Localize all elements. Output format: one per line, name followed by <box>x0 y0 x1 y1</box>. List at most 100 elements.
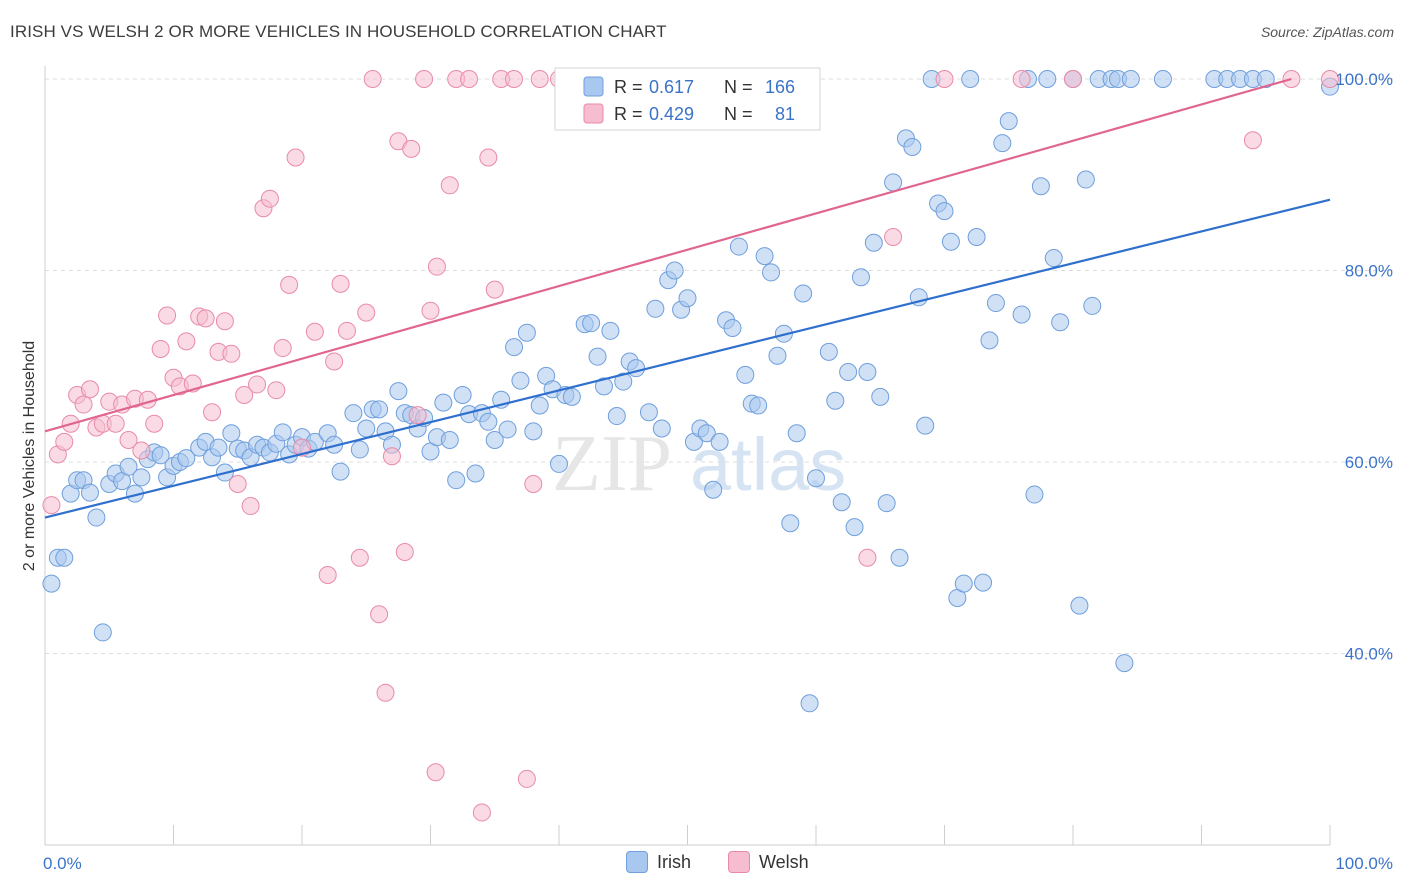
welsh-point <box>280 275 299 294</box>
irish-point <box>505 338 524 357</box>
irish-point <box>344 404 363 423</box>
welsh-point <box>884 227 903 246</box>
welsh-point <box>370 605 389 624</box>
irish-point <box>967 227 986 246</box>
welsh-point <box>376 683 395 702</box>
irish-point <box>594 377 613 396</box>
welsh-point <box>331 274 350 293</box>
welsh-point <box>1243 131 1262 150</box>
trend-lines <box>44 77 1331 519</box>
irish-point <box>986 294 1005 313</box>
welsh-point <box>415 70 434 88</box>
irish-point <box>440 430 459 449</box>
legend-item-welsh[interactable]: Welsh <box>728 851 809 873</box>
welsh-point <box>80 380 99 399</box>
welsh-point <box>260 189 279 208</box>
irish-point <box>42 574 61 593</box>
irish-point <box>530 396 549 415</box>
welsh-point <box>325 352 344 371</box>
welsh-point <box>215 312 234 331</box>
irish-point <box>601 321 620 340</box>
irish-point <box>903 137 922 156</box>
welsh-point <box>517 769 536 788</box>
chart-title: IRISH VS WELSH 2 OR MORE VEHICLES IN HOU… <box>10 22 667 41</box>
irish-point <box>132 468 151 487</box>
y-tick-label: 40.0% <box>1345 645 1393 664</box>
irish-point <box>524 422 543 441</box>
welsh-point <box>357 303 376 322</box>
y-tick-labels: 40.0% 60.0% 80.0% 100.0% <box>1335 70 1393 664</box>
irish-point <box>890 548 909 567</box>
welsh-point <box>273 339 292 358</box>
irish-point <box>729 237 748 256</box>
welsh-point <box>402 139 421 158</box>
irish-point <box>1083 296 1102 315</box>
irish-point <box>627 359 646 378</box>
irish-point <box>1115 654 1134 673</box>
axes <box>44 66 1331 846</box>
irish-point <box>1076 170 1095 189</box>
irish-point <box>665 261 684 280</box>
irish-point <box>511 371 530 390</box>
irish-point <box>607 407 626 426</box>
irish-point <box>839 362 858 381</box>
welsh-point <box>132 441 151 460</box>
irish-point <box>826 391 845 410</box>
irish-point <box>935 202 954 221</box>
welsh-point <box>318 565 337 584</box>
irish-point <box>723 318 742 337</box>
irish-point <box>768 346 787 365</box>
irish-point <box>858 362 877 381</box>
irish-point <box>273 423 292 442</box>
irish-point <box>1025 485 1044 504</box>
irish-point <box>819 342 838 361</box>
irish-point <box>800 694 819 713</box>
irish-point <box>787 424 806 443</box>
watermark-zip: ZIP <box>552 420 672 508</box>
welsh-point <box>421 301 440 320</box>
irish-point <box>704 480 723 499</box>
welsh-point <box>196 309 215 328</box>
legend-item-irish[interactable]: Irish <box>626 851 691 873</box>
irish-point <box>1038 70 1057 88</box>
irish-point <box>550 454 568 473</box>
welsh-point <box>363 70 382 88</box>
irish-point <box>646 299 665 318</box>
welsh-point <box>858 548 877 567</box>
irish-point <box>1012 305 1031 324</box>
welsh-point <box>241 497 260 516</box>
irish-point <box>582 314 601 333</box>
welsh-point <box>460 70 479 88</box>
irish-point <box>652 419 671 438</box>
irish-point <box>941 232 960 251</box>
irish-trend-line <box>44 198 1331 519</box>
irish-legend-swatch <box>626 851 648 873</box>
irish-n-value: 166 <box>765 77 795 97</box>
irish-point <box>1070 596 1089 615</box>
welsh-swatch-top <box>583 103 604 124</box>
welsh-point <box>426 763 445 782</box>
series-legend: Irish Welsh <box>0 851 1406 877</box>
welsh-point <box>485 280 504 299</box>
welsh-point <box>267 381 286 400</box>
irish-point <box>736 365 755 384</box>
irish-point <box>389 382 408 401</box>
irish-point <box>999 112 1018 131</box>
irish-point <box>845 518 864 537</box>
irish-point <box>466 464 485 483</box>
welsh-n-label: N = <box>724 104 753 124</box>
irish-point <box>864 233 883 252</box>
legend-label-welsh: Welsh <box>759 851 809 872</box>
welsh-point <box>151 340 170 359</box>
irish-point <box>209 438 228 457</box>
irish-point <box>961 70 980 88</box>
irish-point <box>370 400 389 419</box>
irish-point <box>755 247 774 266</box>
welsh-point <box>286 148 305 167</box>
welsh-point <box>42 496 61 515</box>
irish-point <box>479 412 498 431</box>
welsh-point <box>427 257 446 276</box>
irish-point <box>1121 70 1140 88</box>
irish-point <box>781 514 800 533</box>
welsh-point <box>350 548 369 567</box>
